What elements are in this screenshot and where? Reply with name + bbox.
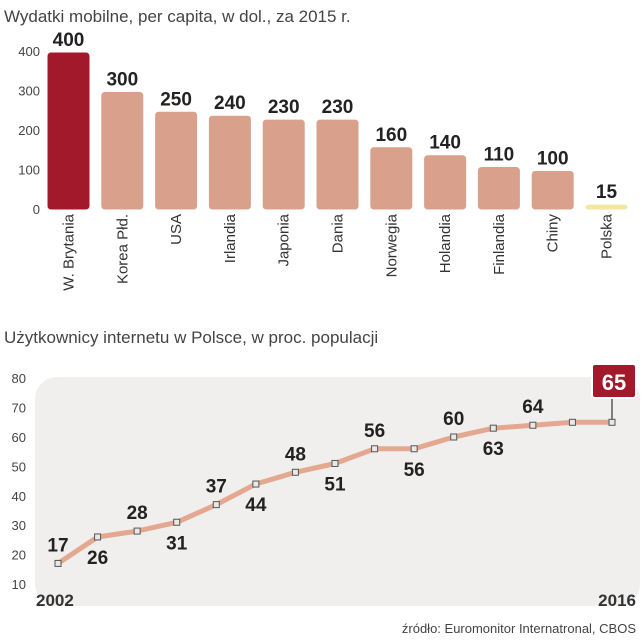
- line-point: [568, 418, 576, 426]
- line-y-tick: 60: [12, 430, 26, 445]
- line-y-tick: 50: [12, 459, 26, 474]
- bar-category-label: Japonia: [276, 213, 293, 266]
- line-point: [54, 559, 62, 567]
- line-value-label: 56: [364, 421, 385, 442]
- bar-category-label: USA: [168, 214, 185, 245]
- highlight-value-label: 65: [602, 370, 626, 395]
- bar: [100, 91, 145, 211]
- line-y-tick: 10: [12, 577, 26, 592]
- bar-value-label: 240: [214, 93, 246, 114]
- line-point: [489, 424, 497, 432]
- line-value-label: 26: [87, 548, 108, 569]
- line-value-label: 64: [522, 397, 544, 418]
- line-y-axis: 10 20 30 40 50 60 70 80: [12, 371, 26, 592]
- line-chart: Użytkownicy internetu w Polsce, w proc. …: [4, 328, 640, 636]
- bar: [207, 114, 252, 211]
- x-start-label: 2002: [36, 591, 74, 610]
- bar-value-label: 100: [537, 149, 569, 170]
- bar-value-label: 140: [429, 133, 461, 154]
- highlight-callout: 65: [591, 363, 637, 420]
- bar-y-tick: 400: [18, 44, 40, 59]
- bar: [261, 118, 306, 211]
- line-value-label: 37: [206, 477, 227, 498]
- line-y-tick: 70: [12, 401, 26, 416]
- line-point: [291, 468, 299, 476]
- bar-chart-title: Wydatki mobilne, per capita, w dol., za …: [4, 7, 351, 26]
- line-value-label: 31: [166, 533, 188, 554]
- bar-y-tick: 300: [18, 84, 40, 99]
- line-value-label: 60: [443, 409, 464, 430]
- line-y-tick: 80: [12, 371, 26, 386]
- line-y-tick: 40: [12, 489, 26, 504]
- bar-value-label: 15: [596, 182, 618, 203]
- x-end-label: 2016: [598, 591, 636, 610]
- bar-value-label: 230: [322, 97, 354, 118]
- line-chart-title: Użytkownicy internetu w Polsce, w proc. …: [4, 328, 378, 347]
- bar-y-tick: 0: [33, 202, 40, 217]
- bar-y-tick: 200: [18, 123, 40, 138]
- bar-value-label: 160: [375, 125, 407, 146]
- bar-category-label: Finlandia: [491, 213, 508, 275]
- line-markers: [54, 418, 616, 567]
- line-point: [252, 480, 260, 488]
- line-y-tick: 30: [12, 518, 26, 533]
- line-y-tick: 20: [12, 548, 26, 563]
- bar: [584, 203, 629, 211]
- line-point: [410, 445, 418, 453]
- bar-chart: Wydatki mobilne, per capita, w dol., za …: [4, 7, 629, 291]
- line-value-label: 48: [285, 444, 306, 465]
- bar: [46, 51, 91, 211]
- line-value-label: 17: [47, 535, 68, 556]
- bar-value-label: 250: [160, 89, 192, 110]
- line-point: [331, 459, 339, 467]
- line-value-label: 63: [483, 439, 504, 460]
- bar: [423, 154, 468, 211]
- line-point: [94, 533, 102, 541]
- bar-category-label: Holandia: [437, 213, 454, 273]
- bar-category-labels: W. Brytania Korea Płd. USA Irlandia Japonia D…: [61, 213, 616, 290]
- bar-category-label: Irlandia: [222, 213, 239, 263]
- bar-y-axis: 0 100 200 300 400: [18, 44, 40, 217]
- bar-value-label: 230: [268, 97, 300, 118]
- bar-category-label: Chiny: [545, 214, 562, 253]
- line-value-label: 44: [245, 495, 267, 516]
- line-value-labels: 17 26 28 31 37 44 48 51 56 56 60 63 64: [47, 397, 543, 569]
- line-value-label: 51: [324, 474, 346, 495]
- bar: [369, 146, 414, 211]
- bar: [315, 118, 360, 211]
- line-chart-panel: [35, 377, 640, 606]
- bar-category-label: Norwegia: [383, 213, 400, 277]
- bar-category-label: Dania: [330, 213, 347, 253]
- highlight-box: [591, 363, 637, 399]
- bar-category-label: Polska: [599, 213, 616, 259]
- bar-y-tick: 100: [18, 163, 40, 178]
- bar: [476, 166, 521, 211]
- line-point: [173, 518, 181, 526]
- bar-value-label: 300: [106, 70, 138, 91]
- line-point: [212, 501, 220, 509]
- bar: [530, 170, 575, 211]
- bar-category-label: W. Brytania: [61, 213, 78, 290]
- bar: [154, 110, 199, 211]
- bar-value-label: 400: [53, 30, 85, 51]
- line-point: [450, 433, 458, 441]
- line-point: [529, 421, 537, 429]
- source-note: źródło: Euromonitor Internatronal, CBOS: [402, 621, 636, 636]
- line-point: [371, 445, 379, 453]
- line-point: [133, 527, 141, 535]
- bar-series: [46, 51, 629, 211]
- bar-value-label: 110: [484, 145, 515, 166]
- line-point: [608, 418, 616, 426]
- bar-value-labels: 400 300 250 240 230 230 160 140 110 100 15: [53, 30, 618, 203]
- line-value-label: 28: [127, 503, 148, 524]
- line-value-label: 56: [404, 460, 425, 481]
- bar-category-label: Korea Płd.: [114, 214, 131, 284]
